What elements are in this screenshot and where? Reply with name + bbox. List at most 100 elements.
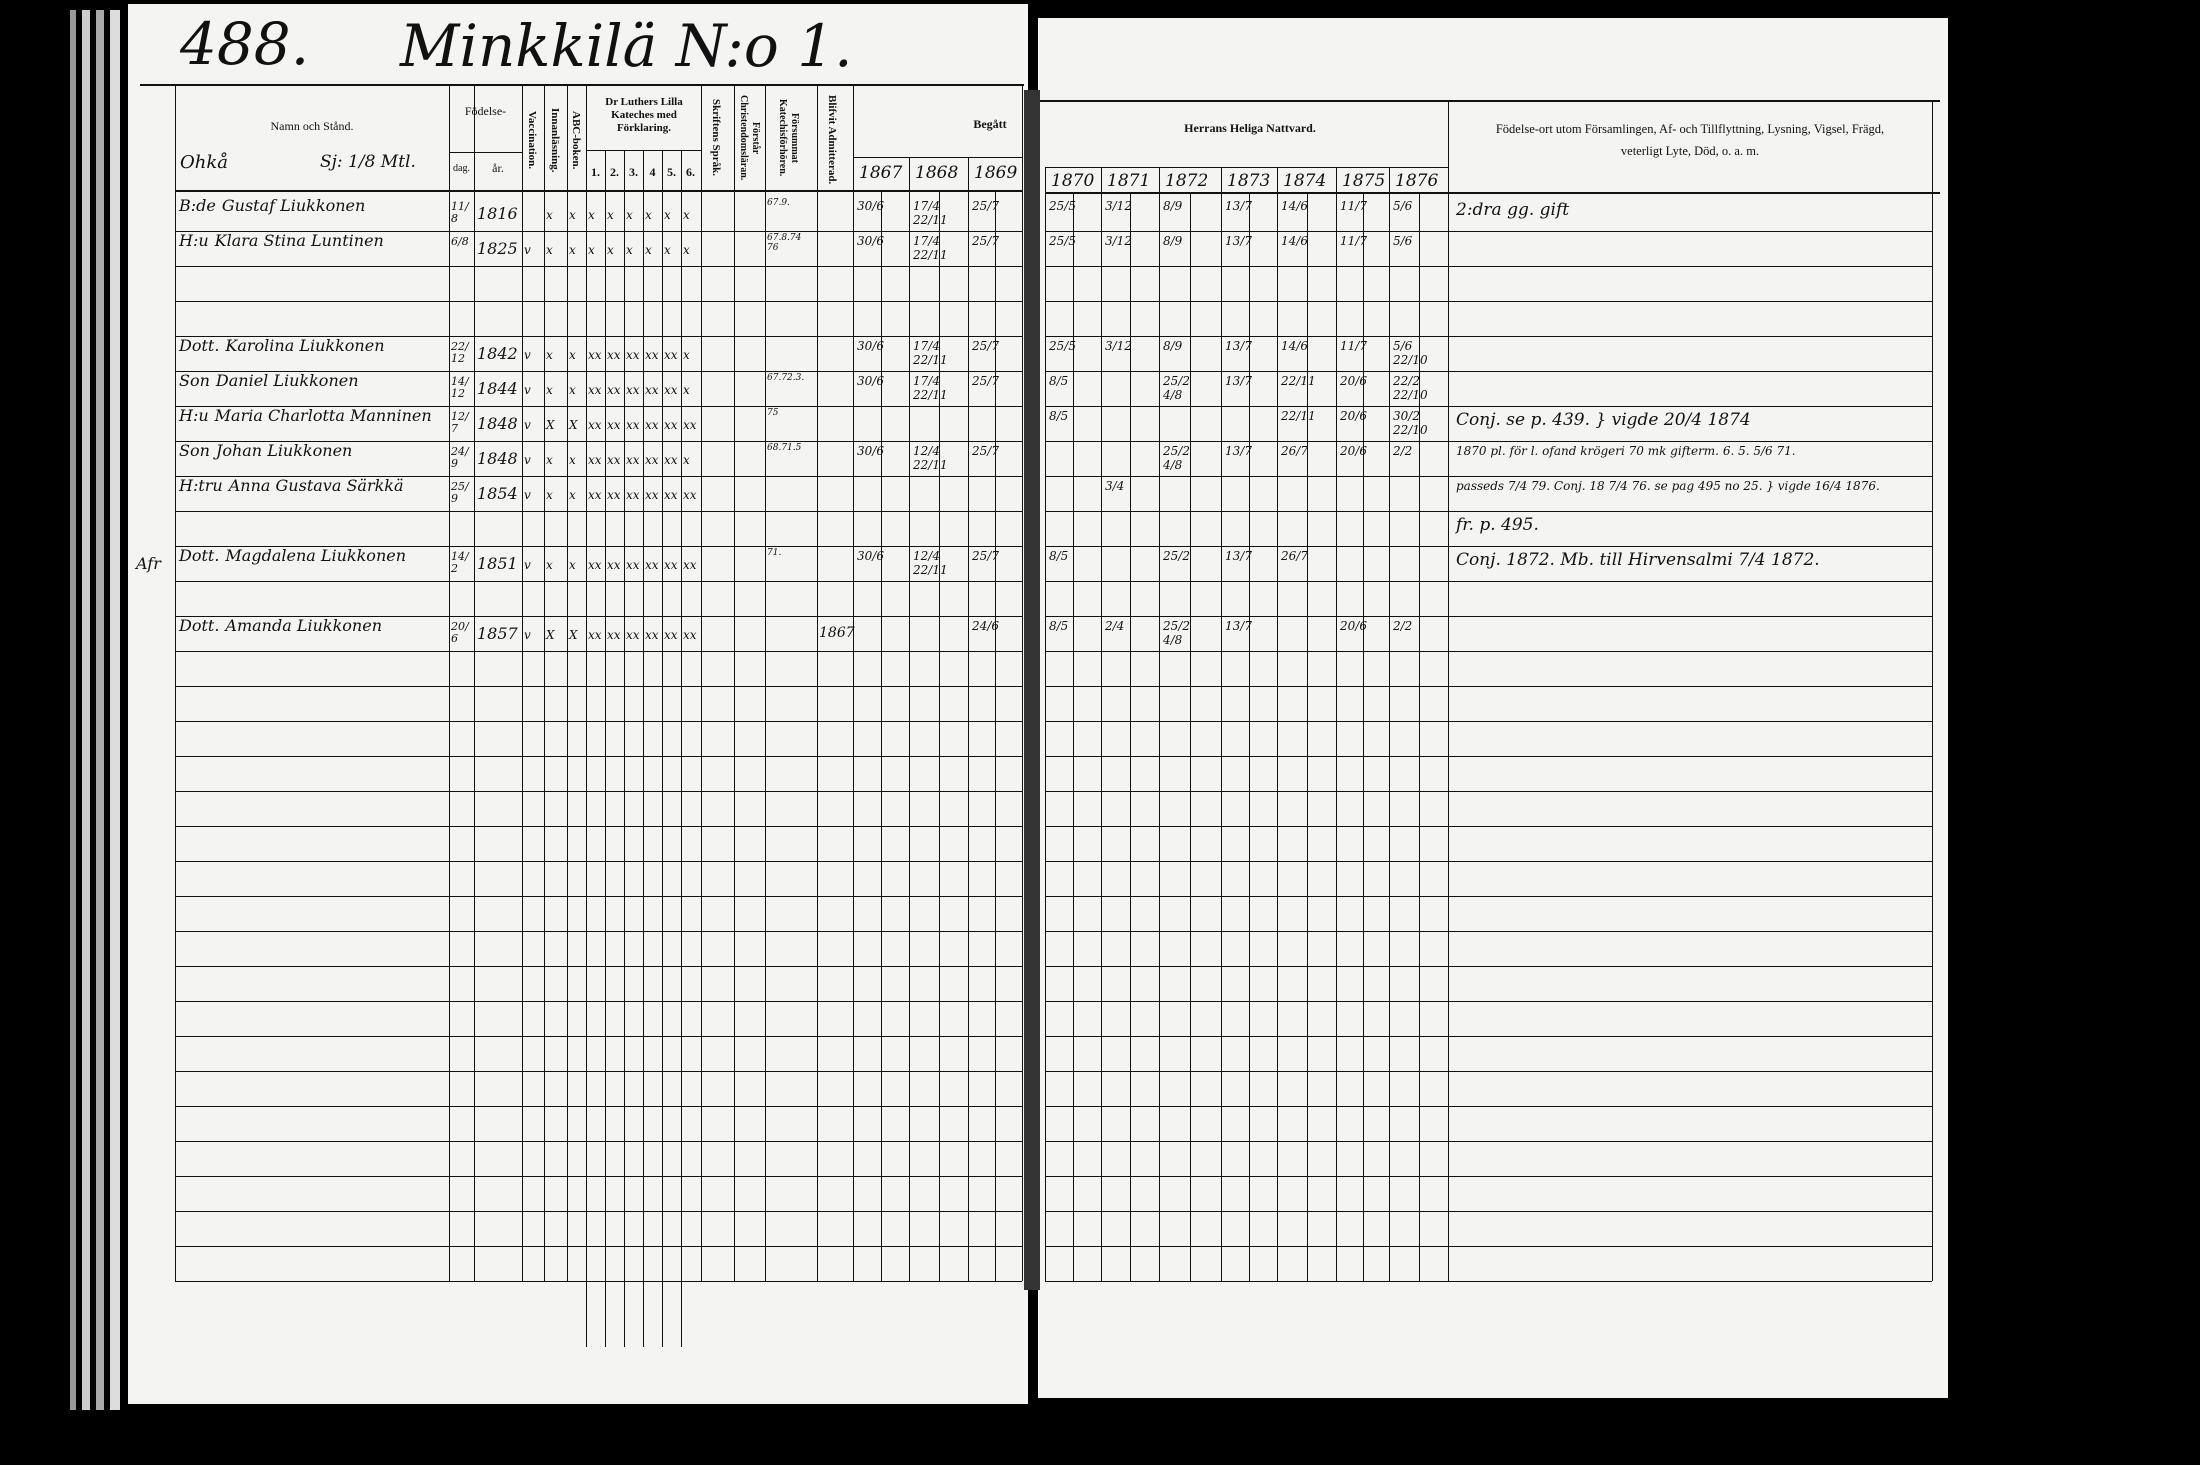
rule-line bbox=[175, 826, 1022, 827]
rule-line bbox=[175, 581, 1022, 582]
rule-line bbox=[175, 371, 1022, 372]
birth-day: 24/9 bbox=[451, 445, 469, 470]
catechism-mark: x bbox=[546, 348, 553, 362]
catechism-mark: x bbox=[569, 243, 576, 257]
catechism-mark: x bbox=[683, 383, 690, 397]
communion-date: 17/4 bbox=[913, 339, 940, 353]
communion-date: 13/7 bbox=[1225, 374, 1252, 388]
year-header-1874: 1874 bbox=[1283, 171, 1327, 191]
remark-text: passeds 7/4 79. Conj. 18 7/4 76. se pag … bbox=[1456, 479, 1880, 493]
catechism-mark: xx bbox=[607, 488, 621, 502]
catechism-mark: x bbox=[664, 208, 671, 222]
person-title: B:de bbox=[179, 196, 216, 215]
communion-date: 8/5 bbox=[1049, 619, 1069, 633]
rule-line bbox=[586, 84, 587, 1281]
person-name: Magdalena Liukkonen bbox=[225, 546, 407, 565]
rule-line bbox=[1045, 231, 1932, 232]
header-scripture: Skriftens Språk. bbox=[710, 99, 722, 177]
rule-line bbox=[175, 1211, 1022, 1212]
communion-date: 14/6 bbox=[1281, 339, 1308, 353]
year-header-1870: 1870 bbox=[1051, 171, 1095, 191]
communion-date: 25/5 bbox=[1049, 234, 1076, 248]
communion-date: 24/6 bbox=[972, 619, 999, 633]
catechism-mark: x bbox=[569, 558, 576, 572]
rule-line bbox=[175, 84, 176, 1281]
catechism-mark: xx bbox=[607, 418, 621, 432]
holding-label: Sj: 1/8 Mtl. bbox=[320, 152, 416, 172]
rule-line bbox=[175, 546, 1022, 547]
communion-date: 13/7 bbox=[1225, 234, 1252, 248]
catechism-mark: xx bbox=[683, 418, 697, 432]
rule-line bbox=[1045, 1141, 1932, 1142]
rule-line bbox=[175, 1001, 1022, 1002]
rule-line bbox=[1045, 476, 1932, 477]
person-name: Amanda Liukkonen bbox=[225, 616, 382, 635]
rule-line bbox=[175, 1106, 1022, 1107]
communion-date: 13/7 bbox=[1225, 339, 1252, 353]
communion-date: 30/6 bbox=[857, 199, 884, 213]
communion-date: 13/7 bbox=[1225, 444, 1252, 458]
rule-line bbox=[853, 157, 1022, 158]
rule-line bbox=[1045, 756, 1932, 757]
catechism-mark: xx bbox=[645, 418, 659, 432]
communion-date: 8/9 bbox=[1163, 339, 1183, 353]
catechism-mark: x bbox=[683, 243, 690, 257]
missed-hearings: 67.9. bbox=[767, 198, 790, 208]
header-catechism-part: 5. bbox=[667, 165, 676, 179]
catechism-mark: xx bbox=[645, 383, 659, 397]
catechism-mark: xx bbox=[664, 628, 678, 642]
catechism-mark: xx bbox=[664, 418, 678, 432]
rule-line bbox=[1045, 371, 1932, 372]
communion-date: 4/8 bbox=[1163, 388, 1183, 402]
communion-date: 30/6 bbox=[857, 444, 884, 458]
catechism-mark: xx bbox=[683, 628, 697, 642]
communion-date: 22/11 bbox=[913, 213, 948, 227]
header-catechism-part: 4 bbox=[649, 165, 656, 179]
rule-line bbox=[1045, 1001, 1932, 1002]
catechism-mark: xx bbox=[588, 558, 602, 572]
rule-line bbox=[175, 966, 1022, 967]
rule-line bbox=[817, 84, 818, 1281]
catechism-mark: xx bbox=[588, 418, 602, 432]
header-birth-year: år. bbox=[492, 161, 504, 175]
rule-line bbox=[474, 84, 475, 1281]
communion-date: 25/7 bbox=[972, 234, 999, 248]
communion-date: 13/7 bbox=[1225, 199, 1252, 213]
header-reading: Innanläsning. bbox=[549, 107, 561, 173]
header-catechism-part: 6. bbox=[686, 165, 695, 179]
rule-line bbox=[853, 157, 854, 1281]
catechism-mark: xx bbox=[626, 383, 640, 397]
catechism-mark: xx bbox=[664, 558, 678, 572]
communion-date: 26/7 bbox=[1281, 444, 1308, 458]
remark-text: 2:dra gg. gift bbox=[1456, 200, 1570, 220]
header-catechism-part: 2. bbox=[610, 165, 619, 179]
person-title: H:u bbox=[179, 406, 209, 425]
person-name: Anna Gustava Särkkä bbox=[228, 476, 404, 495]
person-title: Dott. bbox=[179, 546, 220, 565]
rule-line bbox=[701, 84, 702, 1281]
communion-date: 5/6 bbox=[1393, 234, 1413, 248]
communion-date: 30/2 bbox=[1393, 409, 1420, 423]
rule-line bbox=[175, 301, 1022, 302]
remark-text: 1870 pl. för l. ofand krögeri 70 mk gift… bbox=[1456, 444, 1796, 458]
birth-day: 22/12 bbox=[451, 340, 469, 365]
communion-date: 22/10 bbox=[1393, 353, 1428, 367]
rule-line bbox=[1045, 406, 1932, 407]
catechism-mark: xx bbox=[588, 453, 602, 467]
catechism-mark: xx bbox=[664, 488, 678, 502]
catechism-mark: X bbox=[569, 628, 578, 642]
remark-text: Conj. 1872. Mb. till Hirvensalmi 7/4 187… bbox=[1456, 550, 1820, 570]
rule-line bbox=[175, 336, 1022, 337]
communion-date: 2/2 bbox=[1393, 619, 1413, 633]
catechism-mark: xx bbox=[664, 383, 678, 397]
left-page bbox=[128, 4, 1028, 1404]
header-missed: Försummat Katechisförhören. bbox=[777, 99, 800, 177]
communion-date: 25/2 bbox=[1163, 444, 1190, 458]
person-name: Johan Liukkonen bbox=[215, 441, 353, 460]
page-edge bbox=[110, 10, 120, 1410]
communion-date: 22/10 bbox=[1393, 388, 1428, 402]
communion-date: 22/11 bbox=[913, 248, 948, 262]
rule-line bbox=[1045, 791, 1932, 792]
rule-line bbox=[1159, 167, 1160, 1281]
communion-date: 22/11 bbox=[913, 388, 948, 402]
